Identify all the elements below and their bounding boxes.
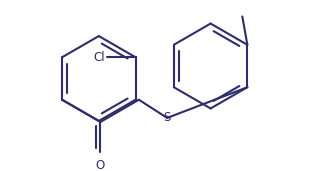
Text: O: O bbox=[96, 159, 105, 171]
Text: S: S bbox=[164, 111, 171, 124]
Text: Cl: Cl bbox=[94, 51, 105, 64]
